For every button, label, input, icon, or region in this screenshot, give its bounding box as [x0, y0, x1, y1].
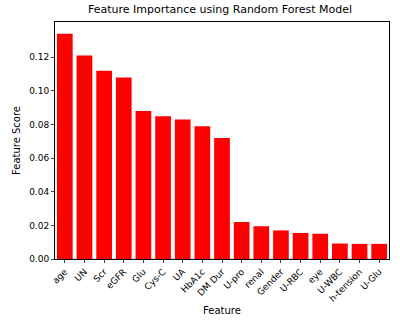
- svg-text:Feature Importance using Rando: Feature Importance using Random Forest M…: [88, 3, 352, 16]
- svg-text:Glu: Glu: [130, 267, 148, 285]
- svg-text:0.06: 0.06: [29, 153, 49, 163]
- svg-text:renal: renal: [243, 267, 266, 290]
- svg-text:eye: eye: [306, 267, 325, 286]
- svg-text:0.12: 0.12: [29, 52, 49, 62]
- svg-text:0.02: 0.02: [29, 221, 49, 231]
- svg-text:0.08: 0.08: [29, 120, 49, 130]
- svg-text:U-WBC: U-WBC: [316, 267, 345, 296]
- svg-text:h-tension: h-tension: [327, 267, 364, 304]
- svg-text:UN: UN: [73, 267, 89, 283]
- svg-text:DM Dur: DM Dur: [196, 267, 227, 298]
- svg-text:0.00: 0.00: [29, 254, 49, 264]
- svg-text:U-pro: U-pro: [222, 266, 247, 291]
- svg-text:Cys-C: Cys-C: [142, 267, 167, 292]
- svg-text:age: age: [50, 266, 69, 285]
- svg-text:Scr: Scr: [91, 267, 108, 284]
- svg-text:HbA1c: HbA1c: [179, 267, 207, 295]
- svg-text:0.04: 0.04: [29, 187, 49, 197]
- svg-text:Gender: Gender: [255, 267, 286, 298]
- svg-text:Feature: Feature: [203, 305, 241, 316]
- svg-text:U-Glu: U-Glu: [359, 267, 384, 292]
- svg-text:eGFR: eGFR: [104, 267, 128, 291]
- svg-text:Feature Score: Feature Score: [11, 106, 22, 175]
- svg-text:UA: UA: [171, 266, 188, 283]
- svg-text:U-RBC: U-RBC: [278, 267, 305, 294]
- svg-text:0.10: 0.10: [29, 86, 49, 96]
